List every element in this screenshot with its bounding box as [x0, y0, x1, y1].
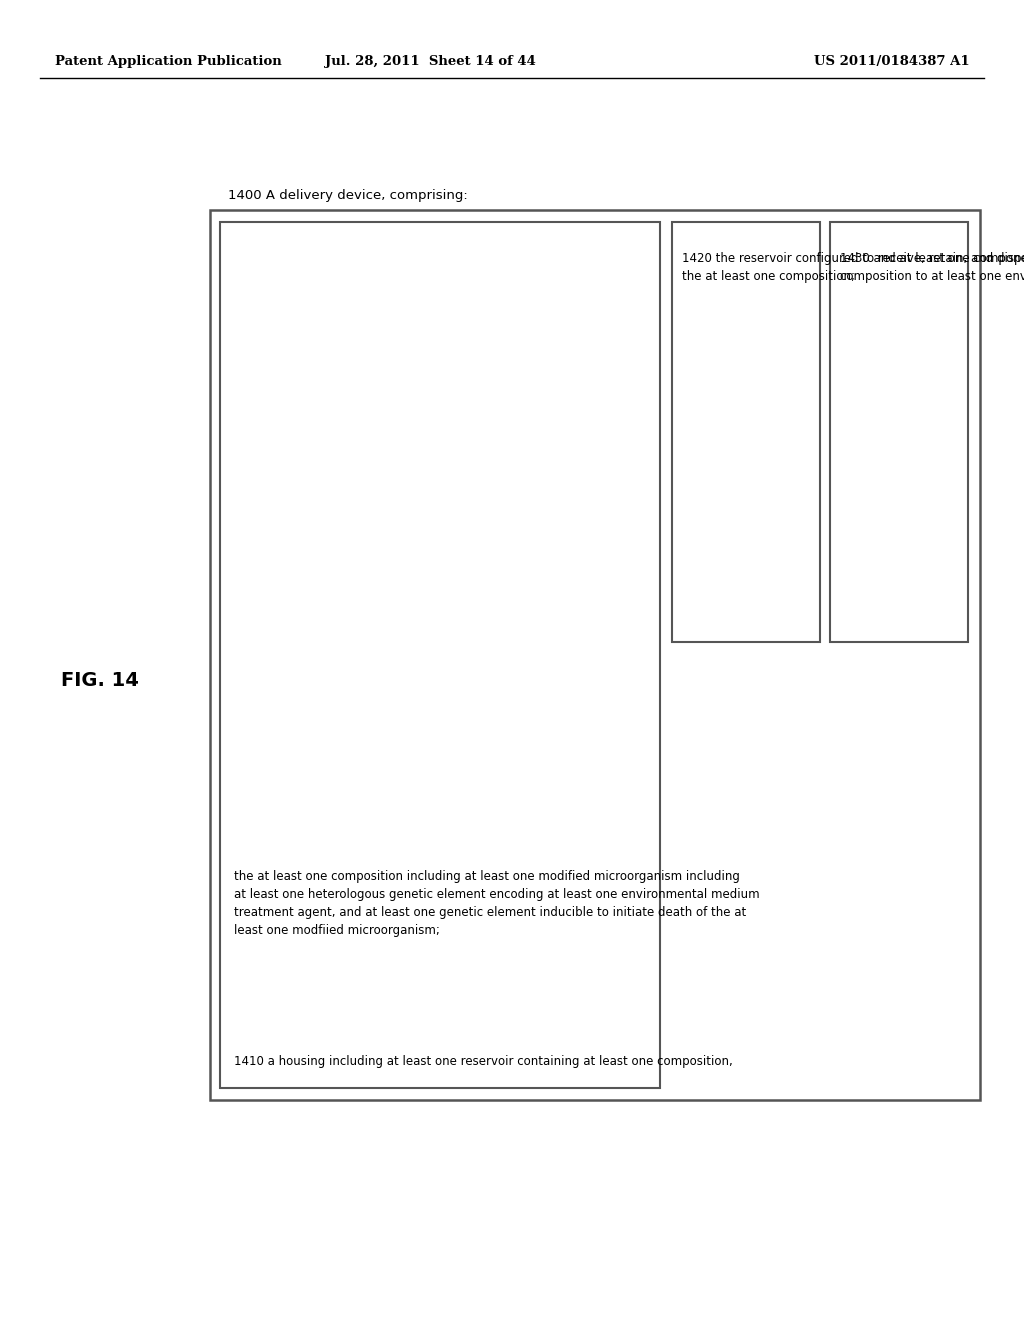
Text: 1400 A delivery device, comprising:: 1400 A delivery device, comprising:: [228, 189, 468, 202]
Bar: [220, 222, 660, 1088]
Text: 1430 and at least one component configured to administer the at least one
compos: 1430 and at least one component configur…: [840, 252, 1024, 282]
Text: the at least one composition including at least one modified microorganism inclu: the at least one composition including a…: [234, 870, 760, 937]
Bar: [210, 210, 980, 1100]
Text: 1420 the reservoir configured to receive, retain, and dispense at least a portio: 1420 the reservoir configured to receive…: [682, 252, 1024, 282]
Text: US 2011/0184387 A1: US 2011/0184387 A1: [814, 55, 970, 69]
Text: Jul. 28, 2011  Sheet 14 of 44: Jul. 28, 2011 Sheet 14 of 44: [325, 55, 536, 69]
Text: FIG. 14: FIG. 14: [61, 671, 139, 689]
Bar: [830, 222, 968, 642]
Text: 1410 a housing including at least one reservoir containing at least one composit: 1410 a housing including at least one re…: [234, 1055, 733, 1068]
Text: Patent Application Publication: Patent Application Publication: [55, 55, 282, 69]
Bar: [672, 222, 820, 642]
